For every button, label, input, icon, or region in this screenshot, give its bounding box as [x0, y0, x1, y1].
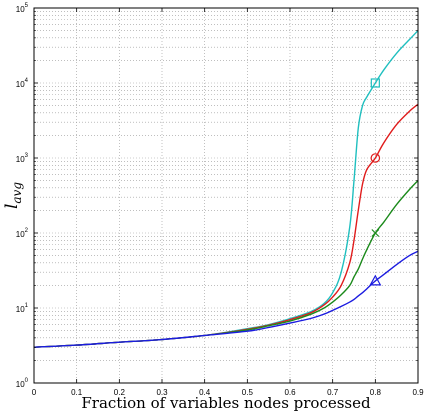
y-tick-base: 10 — [16, 380, 25, 389]
x-tick-label: 0 — [32, 388, 37, 397]
square-marker — [370, 78, 380, 88]
triangle-marker — [369, 274, 382, 286]
y-tick-exponent: 3 — [25, 153, 29, 159]
y-axis-label: lavg — [2, 182, 24, 209]
y-tick-label: 101 — [16, 303, 29, 314]
series-line-4 — [33, 250, 419, 348]
y-tick-base: 10 — [16, 155, 25, 164]
x-tick-label: 0.7 — [327, 388, 339, 397]
y-tick-label: 103 — [16, 153, 29, 164]
y-tick-exponent: 0 — [25, 378, 29, 384]
y-tick-base: 10 — [16, 230, 25, 239]
y-tick-exponent: 2 — [25, 228, 29, 234]
y-axis-label-subscript: avg — [10, 182, 24, 204]
circle-marker — [370, 153, 381, 163]
x-tick-label: 0.5 — [242, 388, 254, 397]
series-markers — [369, 78, 382, 286]
series-line-2 — [33, 103, 419, 348]
series-line-1 — [33, 30, 419, 348]
x-tick-label: 0.4 — [199, 388, 211, 397]
y-tick-label: 104 — [16, 78, 29, 89]
y-tick-exponent: 1 — [25, 303, 29, 309]
y-tick-base: 10 — [16, 5, 25, 14]
axis-ticks: 0 0.1 0.2 0.3 0.4 0.5 0.6 0.7 0.8 0.9100101102103… — [16, 3, 424, 397]
series-line-3 — [33, 180, 419, 348]
x-axis-label: Fraction of variables nodes processed — [81, 394, 371, 412]
y-axis-label-main: l — [2, 204, 22, 209]
y-tick-label: 105 — [16, 3, 29, 14]
y-tick-label: 100 — [16, 378, 29, 389]
x-tick-label: 0.6 — [284, 388, 296, 397]
x-tick-label: 0.9 — [412, 388, 424, 397]
y-tick-base: 10 — [16, 80, 25, 89]
y-tick-exponent: 5 — [25, 3, 29, 9]
x-marker — [371, 229, 380, 237]
series-lines — [33, 30, 419, 348]
y-tick-label: 102 — [16, 228, 29, 239]
x-tick-label: 0.8 — [370, 388, 382, 397]
x-tick-label: 0.2 — [114, 388, 126, 397]
y-tick-exponent: 4 — [25, 78, 29, 84]
x-tick-label: 0.3 — [156, 388, 168, 397]
plot-frame — [33, 7, 419, 384]
x-tick-label: 0.1 — [71, 388, 83, 397]
y-tick-base: 10 — [16, 305, 25, 314]
grid-lines — [34, 8, 418, 383]
